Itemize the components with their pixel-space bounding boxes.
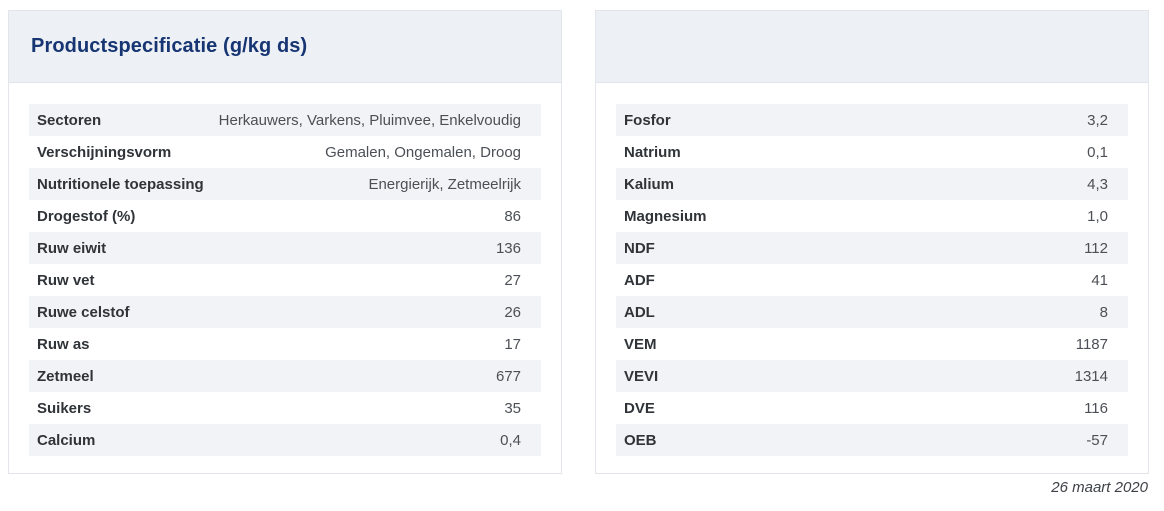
table-row: VEVI 1314 [616,360,1128,392]
row-value: 136 [495,239,521,257]
row-value: Energierijk, Zetmeelrijk [368,175,521,193]
row-value: 35 [504,399,521,417]
row-value: 3,2 [1087,111,1108,129]
row-label: VEVI [624,367,659,385]
table-row: Natrium 0,1 [616,136,1128,168]
row-label: Ruwe celstof [37,303,130,321]
table-row: ADL 8 [616,296,1128,328]
row-label: Drogestof (%) [37,207,136,225]
row-value: 0,1 [1087,143,1108,161]
row-value: Gemalen, Ongemalen, Droog [325,143,521,161]
row-value: 86 [504,207,521,225]
row-value: 677 [495,367,521,385]
row-value: 26 [504,303,521,321]
table-row: Suikers 35 [29,392,541,424]
table-row: Fosfor 3,2 [616,104,1128,136]
table-row: Zetmeel 677 [29,360,541,392]
row-value: 17 [504,335,521,353]
table-row: VEM 1187 [616,328,1128,360]
row-value: 1314 [1074,367,1108,385]
table-row: NDF 112 [616,232,1128,264]
spec-table-left: Sectoren Herkauwers, Varkens, Pluimvee, E… [9,83,561,456]
table-row: DVE 116 [616,392,1128,424]
panel-header-right [596,11,1148,83]
row-label: Verschijningsvorm [37,143,172,161]
table-row: ADF 41 [616,264,1128,296]
row-label: Kalium [624,175,675,193]
row-label: ADF [624,271,655,289]
row-value: 27 [504,271,521,289]
table-row: Nutritionele toepassing Energierijk, Zetm… [29,168,541,200]
table-row: Verschijningsvorm Gemalen, Ongemalen, Dro… [29,136,541,168]
table-row: Kalium 4,3 [616,168,1128,200]
row-value: 4,3 [1087,175,1108,193]
row-label: Calcium [37,431,96,449]
row-value: 112 [1084,239,1108,257]
row-label: NDF [624,239,655,257]
spec-table-right: Fosfor 3,2 Natrium 0,1 Kalium 4,3 Magnesium 1,0… [596,83,1148,456]
row-value: 0,4 [500,431,521,449]
row-label: Suikers [37,399,92,417]
table-row: Ruwe celstof 26 [29,296,541,328]
table-row: Ruw vet 27 [29,264,541,296]
row-label: Nutritionele toepassing [37,175,204,193]
row-value: 41 [1091,271,1108,289]
row-value: Herkauwers, Varkens, Pluimvee, Enkelvoud… [218,111,521,129]
table-row: Sectoren Herkauwers, Varkens, Pluimvee, E… [29,104,541,136]
row-label: Ruw eiwit [37,239,107,257]
row-value: -57 [1086,431,1108,449]
product-spec-panel: Productspecificatie (g/kg ds) Sectoren He… [8,10,562,474]
row-value: 116 [1084,399,1108,417]
row-label: ADL [624,303,655,321]
row-value: 1187 [1075,335,1108,353]
table-row: Magnesium 1,0 [616,200,1128,232]
row-value: 8 [1099,303,1108,321]
row-label: Natrium [624,143,681,161]
row-label: Zetmeel [37,367,94,385]
nutrient-values-panel: Fosfor 3,2 Natrium 0,1 Kalium 4,3 Magnesium 1,0… [595,10,1149,474]
row-label: Fosfor [624,111,671,129]
row-label: Sectoren [37,111,102,129]
table-row: OEB -57 [616,424,1128,456]
table-row: Ruw as 17 [29,328,541,360]
panel-header-left: Productspecificatie (g/kg ds) [9,11,561,83]
date-label: 26 maart 2020 [1051,479,1148,496]
table-row: Calcium 0,4 [29,424,541,456]
row-value: 1,0 [1087,207,1108,225]
row-label: Ruw as [37,335,90,353]
row-label: Ruw vet [37,271,95,289]
row-label: Magnesium [624,207,707,225]
page-title: Productspecificatie (g/kg ds) [31,35,308,57]
row-label: OEB [624,431,657,449]
row-label: DVE [624,399,655,417]
table-row: Drogestof (%) 86 [29,200,541,232]
row-label: VEM [624,335,657,353]
table-row: Ruw eiwit 136 [29,232,541,264]
